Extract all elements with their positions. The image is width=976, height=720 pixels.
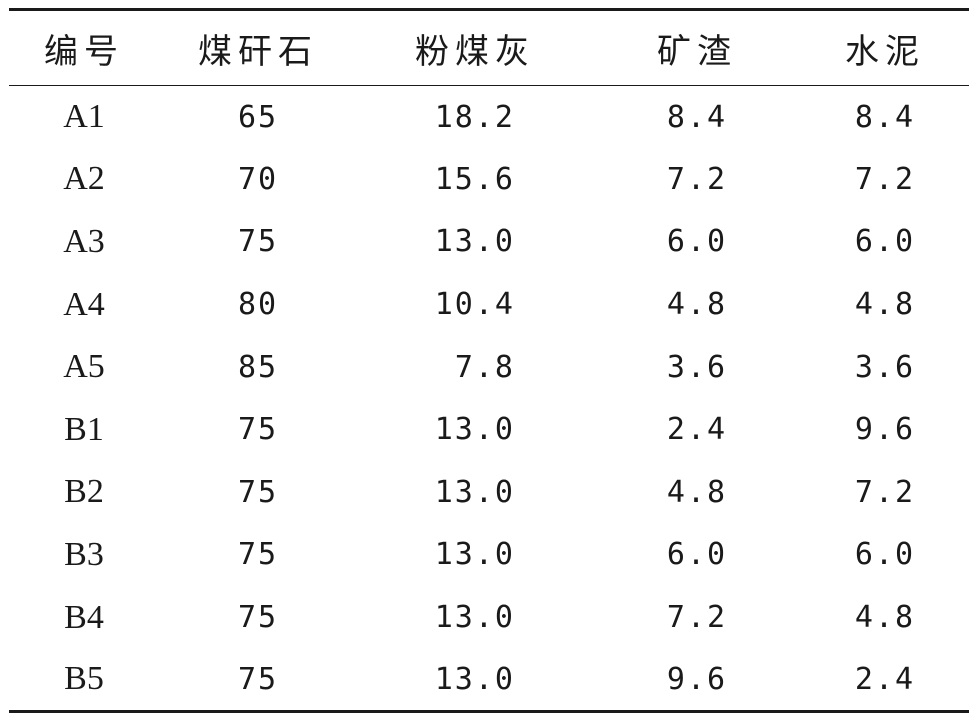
cell-cement: 6.0	[854, 537, 916, 573]
table-header: 编号 煤矸石 粉煤灰 矿渣 水泥	[9, 8, 969, 86]
cell-fly-ash: 10.4	[434, 287, 515, 323]
cell-slag: 9.6	[593, 648, 801, 713]
table-row: B4 75 13.0 7.2 4.8	[9, 586, 969, 649]
cell-slag: 3.6	[666, 349, 728, 385]
cell-cement: 2.4	[801, 648, 969, 713]
table-row: A4 80 10.4 4.8 4.8	[9, 273, 969, 336]
cell-coal-gangue: 75	[159, 648, 357, 713]
cell-coal-gangue: 75	[237, 474, 279, 510]
table-row: A3 75 13.0 6.0 6.0	[9, 211, 969, 274]
cell-slag: 7.2	[666, 161, 728, 197]
cell-id: B2	[64, 473, 104, 511]
cell-fly-ash: 13.0	[434, 600, 515, 636]
header-cement: 水泥	[801, 8, 969, 86]
table-row: B1 75 13.0 2.4 9.6	[9, 398, 969, 461]
cell-cement: 4.8	[854, 287, 916, 323]
header-row: 编号 煤矸石 粉煤灰 矿渣 水泥	[9, 8, 969, 86]
cell-coal-gangue: 70	[237, 161, 279, 197]
cell-fly-ash: 13.0	[434, 474, 515, 510]
cell-cement: 7.2	[854, 161, 916, 197]
table-row: A5 85 7.8 3.6 3.6	[9, 336, 969, 399]
table-body: A1 65 18.2 8.4 8.4 A2 70 15.6 7.2 7.2 A3…	[9, 86, 969, 713]
table-row: B5 75 13.0 9.6 2.4	[9, 648, 969, 713]
cell-slag: 7.2	[666, 600, 728, 636]
cell-fly-ash: 13.0	[434, 224, 515, 260]
cell-slag: 6.0	[666, 224, 728, 260]
table-row: B3 75 13.0 6.0 6.0	[9, 524, 969, 587]
cell-slag: 4.8	[666, 474, 728, 510]
cell-coal-gangue: 75	[237, 412, 279, 448]
cell-slag: 6.0	[666, 537, 728, 573]
table-row: B2 75 13.0 4.8 7.2	[9, 461, 969, 524]
header-fly-ash: 粉煤灰	[357, 8, 593, 86]
cell-fly-ash: 15.6	[434, 161, 515, 197]
cell-id: B3	[64, 535, 104, 573]
header-slag: 矿渣	[593, 8, 801, 86]
cell-cement: 9.6	[854, 412, 916, 448]
cell-id: B5	[9, 648, 159, 713]
cell-id: A1	[63, 98, 105, 136]
table-row: A1 65 18.2 8.4 8.4	[9, 86, 969, 149]
cell-id: A5	[63, 348, 105, 386]
cell-coal-gangue: 75	[237, 537, 279, 573]
cell-slag: 8.4	[666, 99, 728, 135]
cell-fly-ash: 13.0	[434, 412, 515, 448]
cell-cement: 3.6	[854, 349, 916, 385]
header-id: 编号	[9, 8, 159, 86]
cell-fly-ash: 7.8	[454, 349, 515, 385]
mix-proportion-table-container: 编号 煤矸石 粉煤灰 矿渣 水泥 A1 65 18.2 8.4 8.4 A2 7…	[9, 8, 969, 713]
cell-coal-gangue: 65	[237, 99, 279, 135]
table-row: A2 70 15.6 7.2 7.2	[9, 148, 969, 211]
cell-id: B4	[64, 598, 104, 636]
cell-slag: 4.8	[666, 287, 728, 323]
cell-coal-gangue: 80	[237, 287, 279, 323]
mix-proportion-table: 编号 煤矸石 粉煤灰 矿渣 水泥 A1 65 18.2 8.4 8.4 A2 7…	[9, 8, 969, 713]
cell-coal-gangue: 75	[237, 600, 279, 636]
cell-fly-ash: 18.2	[434, 99, 515, 135]
cell-id: B1	[64, 410, 104, 448]
cell-cement: 8.4	[854, 99, 916, 135]
cell-fly-ash: 13.0	[357, 648, 593, 713]
cell-cement: 7.2	[854, 474, 916, 510]
cell-coal-gangue: 85	[237, 349, 279, 385]
cell-id: A2	[63, 160, 105, 198]
cell-fly-ash: 13.0	[434, 537, 515, 573]
cell-coal-gangue: 75	[237, 224, 279, 260]
cell-id: A4	[63, 285, 105, 323]
cell-cement: 4.8	[854, 600, 916, 636]
cell-slag: 2.4	[666, 412, 728, 448]
cell-id: A3	[63, 222, 105, 260]
cell-cement: 6.0	[854, 224, 916, 260]
header-coal-gangue: 煤矸石	[159, 8, 357, 86]
